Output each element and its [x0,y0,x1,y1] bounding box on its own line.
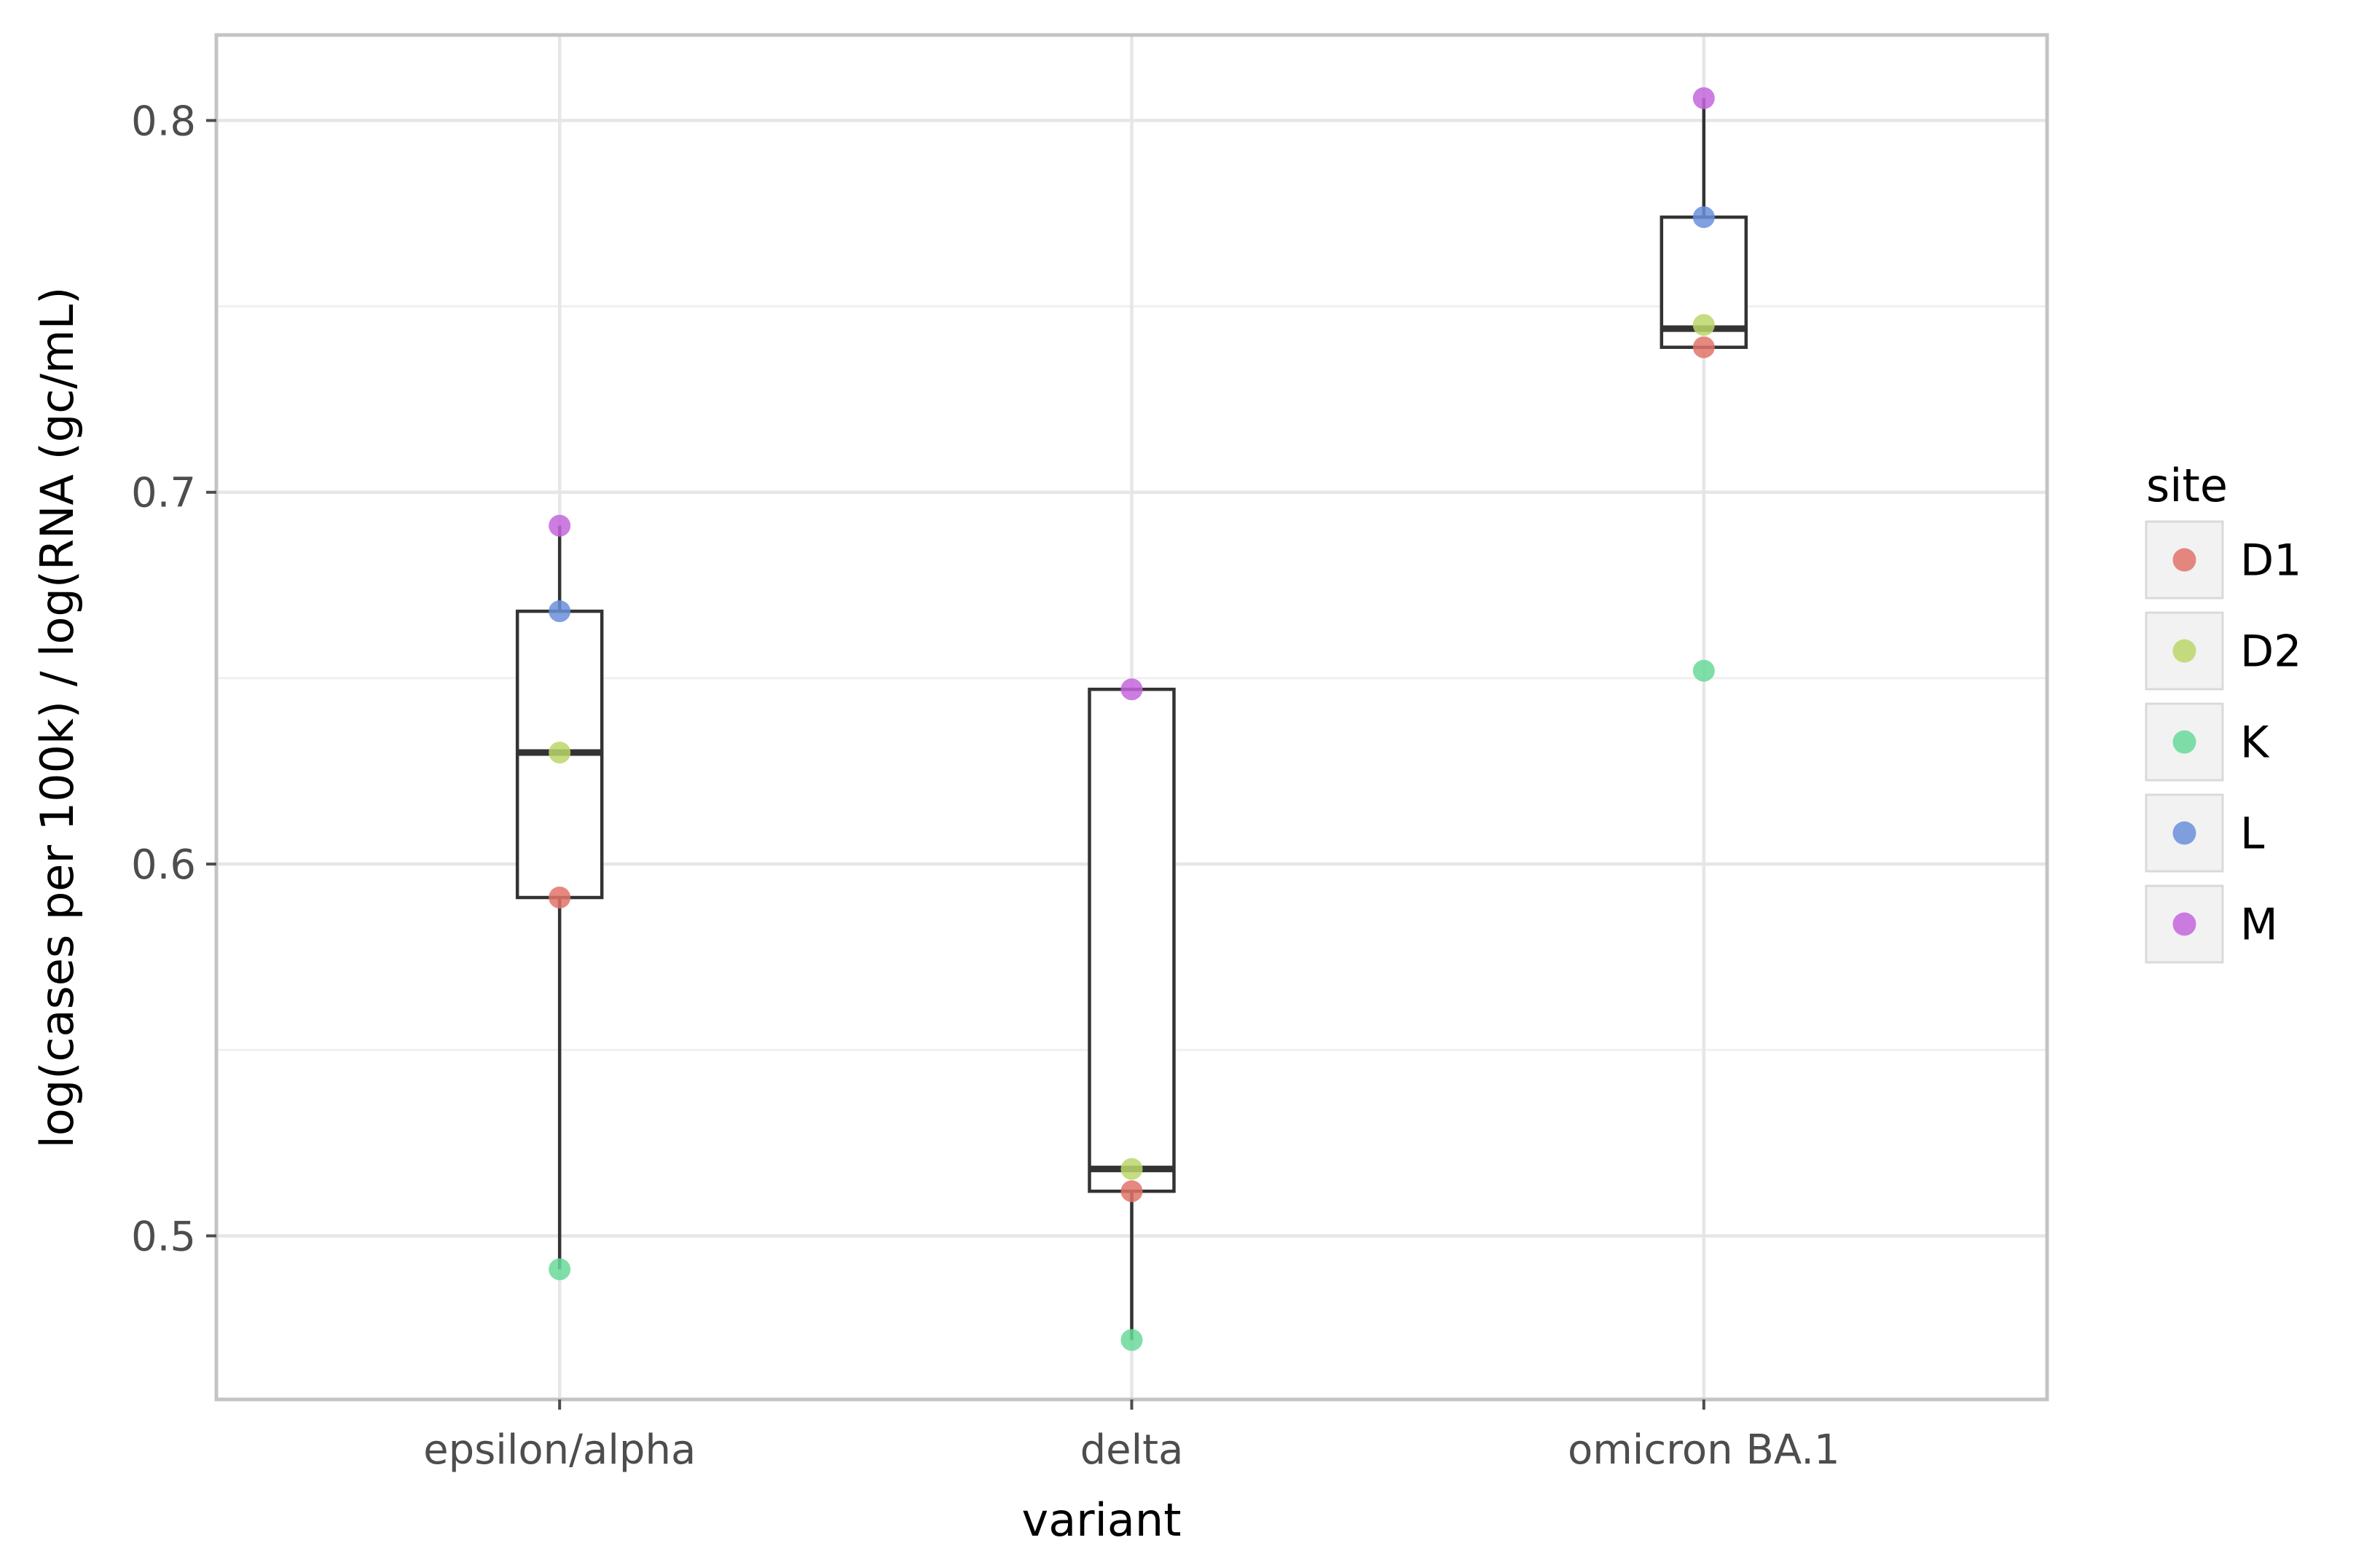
legend-label: M [2240,900,2278,951]
legend-symbol [2172,639,2196,663]
data-point-D1 [1120,1180,1143,1203]
legend-symbol [2172,821,2196,845]
legend-title: site [2146,459,2228,512]
data-point-D2 [549,741,571,763]
legend-item-D1: D1 [2145,520,2301,600]
legend-label: D2 [2240,627,2301,678]
legend-key [2145,611,2224,691]
data-points [549,87,1715,1351]
data-point-M [1120,678,1143,701]
y-tick-label: 0.7 [131,470,196,517]
data-point-L [1692,206,1715,229]
legend-item-L: L [2145,793,2265,873]
legend: site D1 D2 KLM [2145,459,2301,964]
legend-label: L [2240,809,2265,860]
y-tick-label: 0.6 [131,841,196,889]
data-point-K [549,1258,571,1281]
data-point-K [1120,1329,1143,1351]
x-axis: epsilon/alpha delta omicron BA.1 [423,1399,1840,1474]
box [1088,687,1176,1193]
data-point-D1 [549,887,571,909]
legend-symbol [2172,912,2196,936]
legend-item-M: M [2145,884,2278,964]
legend-label: K [2240,718,2270,769]
x-axis-title: variant [1022,1493,1182,1547]
y-tick-label: 0.5 [131,1213,196,1260]
data-point-D2 [1120,1158,1143,1180]
y-axis-title: log(cases per 100k) / log(RNA (gc/mL) [31,287,84,1149]
data-point-D2 [1692,314,1715,337]
y-tick-label: 0.8 [131,98,196,145]
legend-symbol [2172,730,2196,754]
x-tick-label: epsilon/alpha [423,1426,696,1474]
data-point-L [549,600,571,623]
legend-label: D1 [2240,535,2301,586]
legend-symbol [2172,548,2196,572]
legend-item-K: K [2145,702,2270,782]
x-tick-label: omicron BA.1 [1568,1426,1840,1474]
data-point-M [1692,87,1715,109]
x-tick-label: delta [1080,1426,1184,1474]
data-point-K [1692,659,1715,682]
data-point-M [549,514,571,537]
data-point-D1 [1692,336,1715,358]
y-axis: 0.5 0.6 0.7 0.8 [131,98,216,1260]
legend-item-D2: D2 [2145,611,2301,691]
